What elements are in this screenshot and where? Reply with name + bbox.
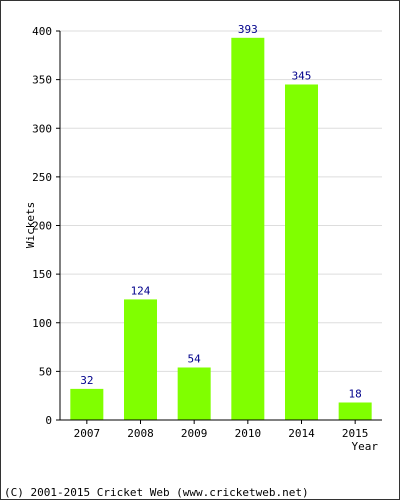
data-labels: 32 124 54 393 345 18 bbox=[80, 23, 362, 401]
x-tick-label: 2009 bbox=[181, 427, 208, 440]
data-label: 18 bbox=[349, 387, 362, 400]
data-label: 32 bbox=[80, 374, 93, 387]
y-axis-title: Wickets bbox=[24, 202, 37, 248]
bar bbox=[177, 367, 211, 420]
bars bbox=[70, 37, 372, 421]
y-tick-label: 300 bbox=[32, 122, 52, 135]
x-tick-label: 2007 bbox=[74, 427, 101, 440]
x-tick-label: 2010 bbox=[235, 427, 262, 440]
copyright-notice: (C) 2001-2015 Cricket Web (www.cricketwe… bbox=[4, 486, 309, 499]
x-tick-label: 2015 bbox=[342, 427, 369, 440]
bar bbox=[338, 402, 372, 420]
data-label: 393 bbox=[238, 23, 258, 36]
x-axis-title: Year bbox=[352, 440, 379, 453]
data-label: 124 bbox=[131, 284, 151, 297]
y-tick-label: 400 bbox=[32, 25, 52, 38]
bar bbox=[70, 388, 104, 420]
y-tick-label: 0 bbox=[45, 414, 52, 427]
x-tick-label: 2008 bbox=[127, 427, 154, 440]
y-axis-ticks: 0 50 100 150 200 250 300 350 400 bbox=[32, 25, 60, 427]
y-tick-label: 100 bbox=[32, 317, 52, 330]
x-tick-label: 2014 bbox=[288, 427, 315, 440]
y-tick-label: 350 bbox=[32, 74, 52, 87]
bar bbox=[285, 84, 318, 421]
x-axis-ticks: 2007 2008 2009 2010 2014 2015 bbox=[74, 420, 369, 440]
bar bbox=[124, 299, 157, 420]
y-tick-label: 50 bbox=[39, 365, 52, 378]
data-label: 54 bbox=[188, 352, 202, 365]
gridlines bbox=[60, 30, 382, 372]
data-label: 345 bbox=[292, 69, 312, 82]
y-tick-label: 150 bbox=[32, 268, 52, 281]
y-tick-label: 250 bbox=[32, 171, 52, 184]
y-tick-label: 200 bbox=[32, 220, 52, 233]
bar bbox=[231, 37, 265, 421]
